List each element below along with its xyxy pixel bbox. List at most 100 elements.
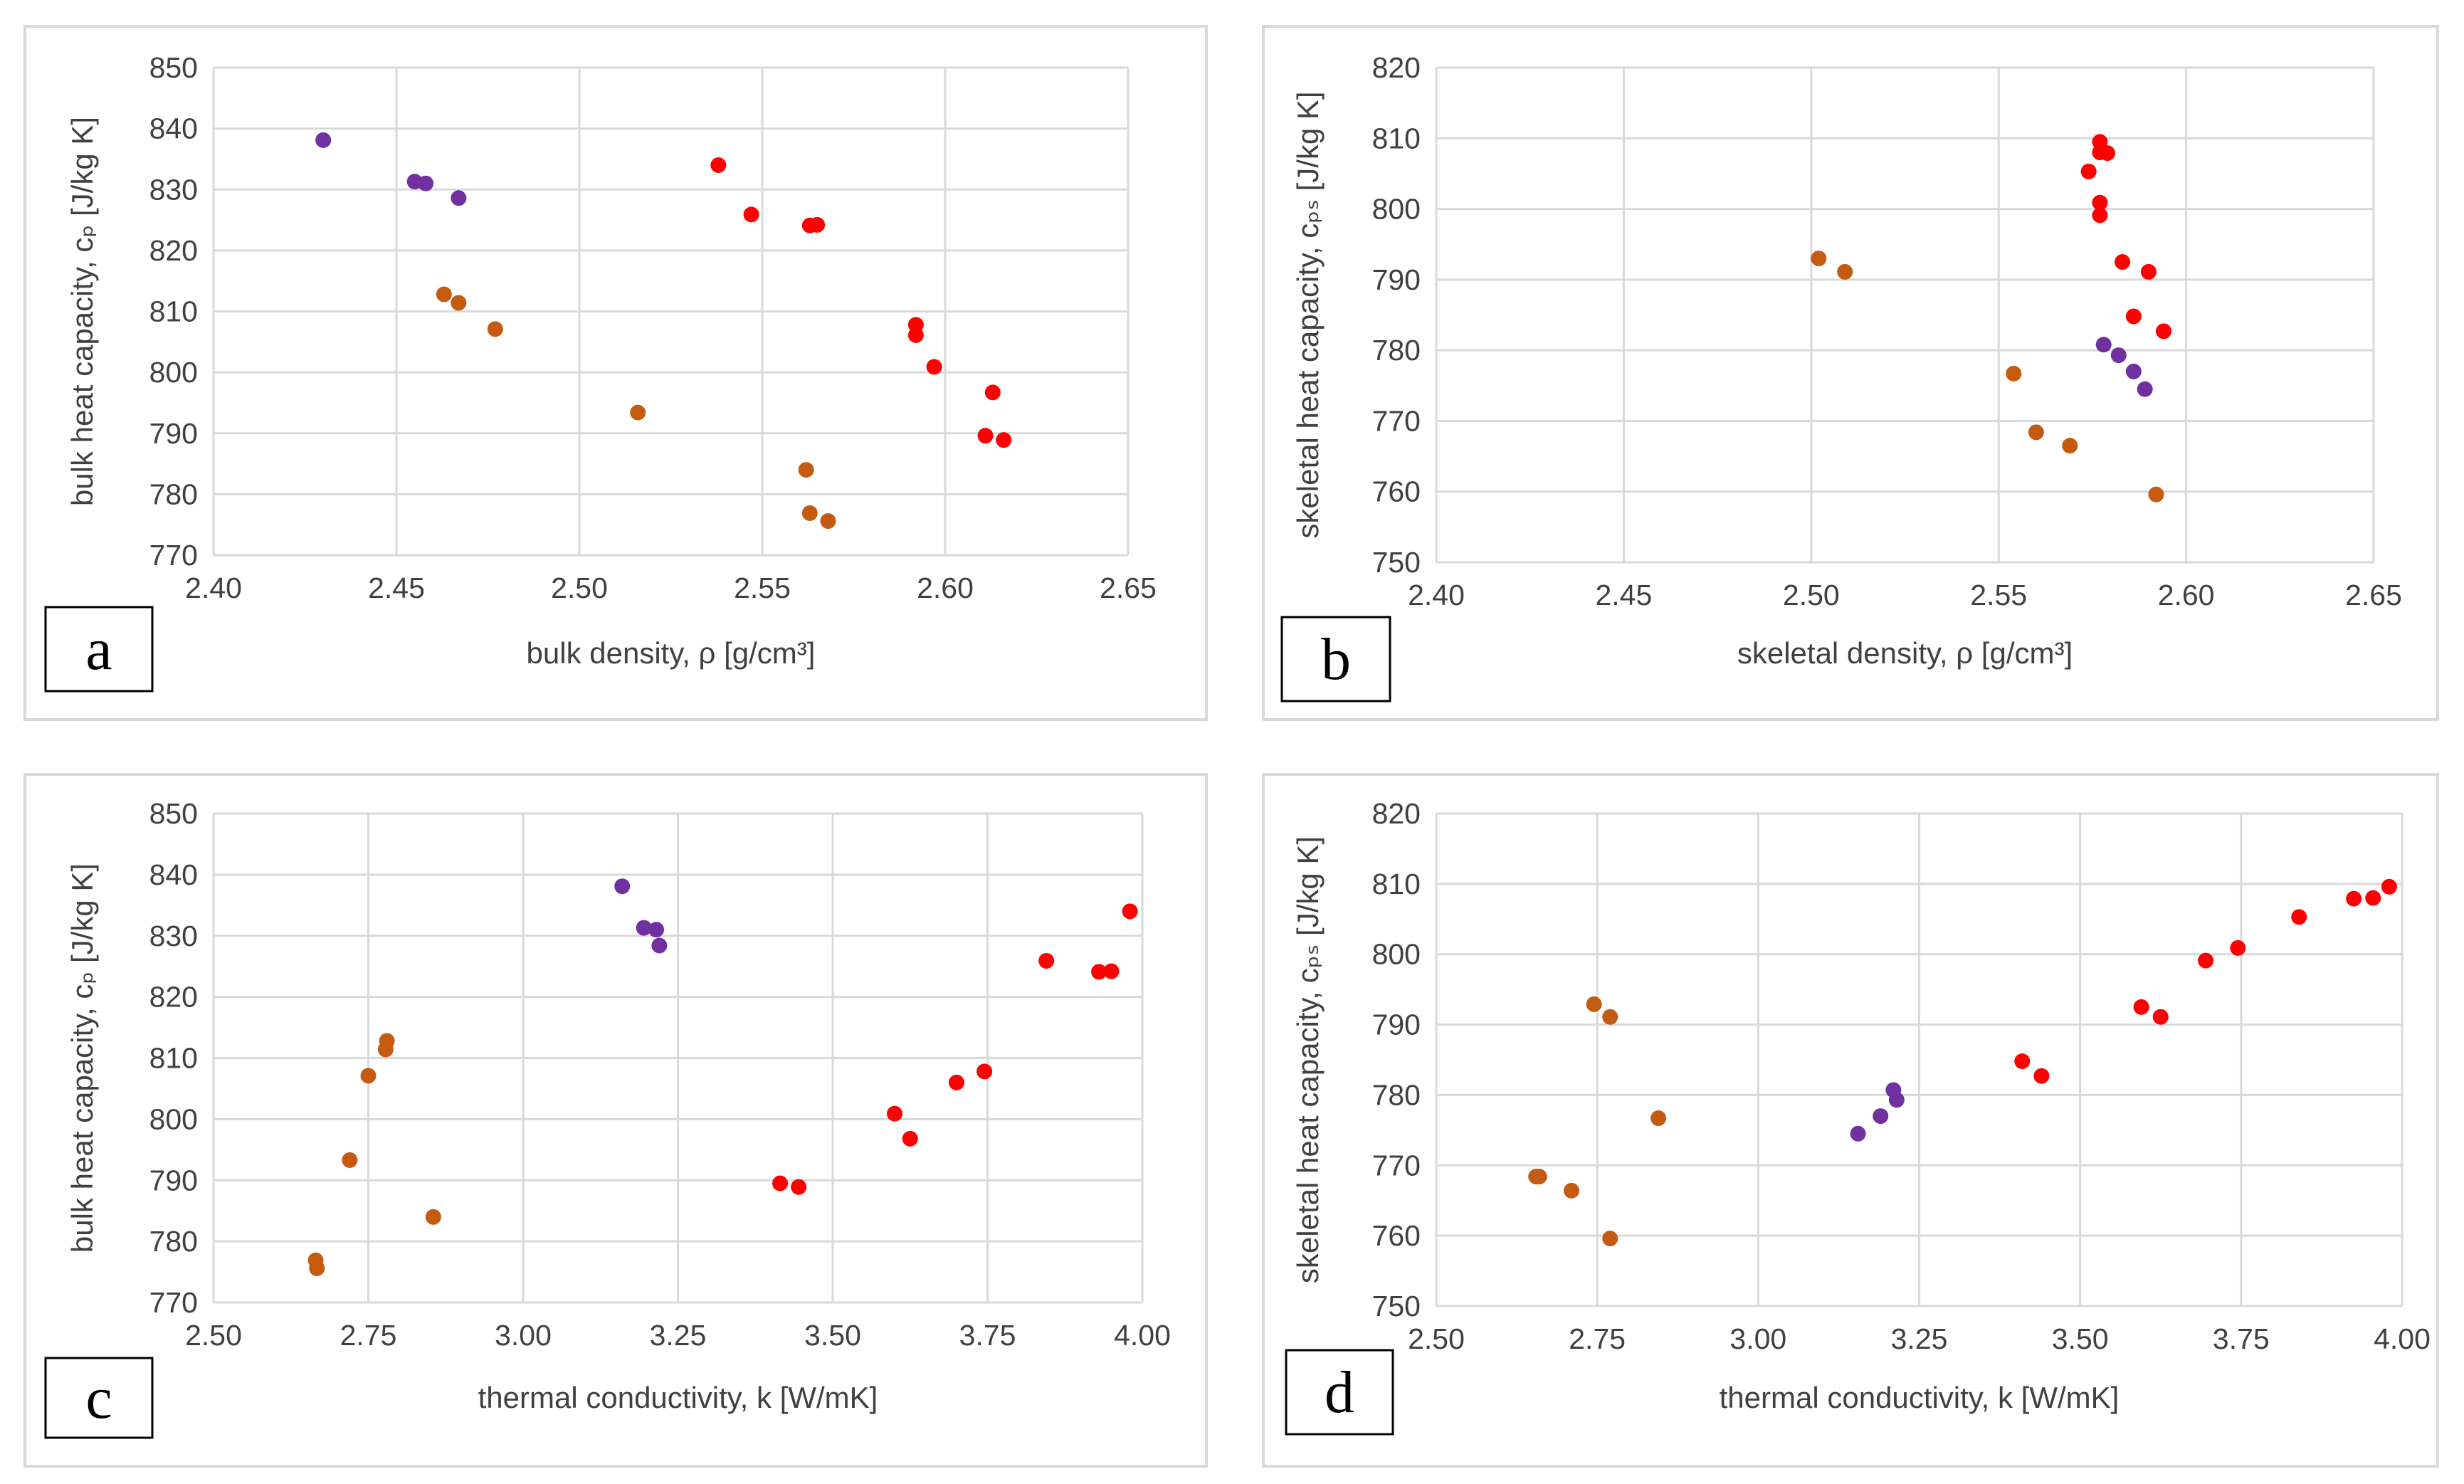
x-axis-label-d: thermal conductivity, k [W/mK] [1720, 1381, 2120, 1414]
data-point-b-orange-4 [2062, 438, 2078, 454]
chart-frame-d [1262, 773, 2439, 1468]
data-point-c-red-1 [1038, 952, 1055, 969]
data-point-c-red-9 [791, 1179, 807, 1195]
data-point-a-orange-0 [436, 286, 452, 302]
y-tick-label-d-6: 810 [1372, 868, 1421, 900]
x-tick-label-a-0: 2.40 [185, 572, 242, 604]
data-point-d-red-2 [2346, 890, 2362, 907]
data-point-b-red-2 [2099, 145, 2115, 162]
x-tick-label-b-2: 2.50 [1783, 579, 1840, 611]
data-point-c-red-8 [772, 1175, 789, 1191]
data-point-b-orange-5 [2148, 486, 2164, 502]
data-point-a-red-6 [926, 359, 942, 375]
y-tick-label-c-7: 840 [149, 858, 198, 891]
data-point-d-red-3 [2291, 909, 2307, 925]
data-point-d-purple-1 [1888, 1092, 1905, 1108]
data-point-d-red-8 [2014, 1053, 2031, 1069]
data-point-b-orange-0 [1811, 251, 1827, 267]
data-point-b-red-4 [2092, 194, 2108, 211]
x-tick-label-a-4: 2.60 [917, 572, 974, 604]
data-point-a-red-0 [710, 157, 727, 173]
y-tick-label-c-6: 830 [149, 920, 198, 952]
data-point-a-red-7 [984, 384, 1001, 401]
y-tick-label-d-7: 820 [1372, 797, 1421, 830]
x-tick-label-b-3: 2.55 [1970, 579, 2027, 611]
panel-label-b: b [1321, 626, 1351, 693]
data-point-a-purple-0 [315, 132, 332, 148]
x-tick-label-a-5: 2.65 [1100, 572, 1157, 604]
x-tick-label-b-4: 2.60 [2158, 579, 2215, 611]
data-point-d-orange-1 [1602, 1009, 1618, 1025]
data-point-c-purple-1 [636, 920, 652, 936]
x-tick-label-a-1: 2.45 [368, 572, 425, 604]
x-tick-label-d-5: 3.75 [2213, 1322, 2270, 1355]
y-tick-label-c-8: 850 [149, 797, 198, 830]
x-tick-label-a-3: 2.55 [734, 572, 791, 604]
x-tick-label-c-1: 2.75 [340, 1319, 397, 1352]
y-tick-label-d-0: 750 [1372, 1290, 1421, 1322]
data-point-d-purple-3 [1850, 1125, 1866, 1142]
x-tick-label-d-2: 3.00 [1729, 1322, 1786, 1355]
data-point-c-red-7 [902, 1130, 918, 1147]
y-tick-label-b-6: 810 [1372, 122, 1421, 154]
x-tick-label-b-5: 2.65 [2345, 579, 2402, 611]
data-point-d-red-4 [2230, 940, 2246, 956]
data-point-c-red-5 [949, 1074, 964, 1090]
data-point-a-orange-3 [630, 404, 646, 421]
chart-frame-c [23, 773, 1208, 1468]
data-point-c-orange-1 [377, 1041, 394, 1058]
y-tick-label-d-3: 780 [1372, 1078, 1421, 1111]
y-tick-label-b-1: 760 [1372, 475, 1421, 508]
data-point-d-purple-2 [1873, 1108, 1889, 1125]
chart-layer: 770 780 790 800 810 820 830 840 850 2.40 2.45 2.50 2… [44, 51, 2431, 1439]
data-point-a-orange-5 [801, 505, 818, 521]
data-point-a-red-1 [743, 206, 759, 223]
y-tick-label-c-2: 790 [149, 1164, 198, 1196]
panel-label-a: a [85, 616, 112, 683]
y-tick-label-c-0: 770 [149, 1286, 198, 1319]
x-tick-label-d-0: 2.50 [1408, 1322, 1465, 1355]
y-tick-label-b-0: 750 [1372, 546, 1421, 579]
data-point-b-red-9 [2155, 323, 2171, 340]
x-tick-label-b-0: 2.40 [1408, 579, 1465, 611]
data-point-d-red-0 [2381, 878, 2397, 895]
data-point-d-orange-4 [1531, 1169, 1547, 1185]
y-axis-label-c: bulk heat capacity, cₚ [J/kg K] [65, 863, 99, 1253]
y-tick-label-a-4: 810 [149, 295, 198, 328]
panel-label-c: c [85, 1365, 112, 1431]
data-point-d-orange-2 [1650, 1110, 1667, 1127]
data-point-b-red-7 [2140, 263, 2157, 280]
data-point-c-orange-6 [309, 1260, 325, 1276]
panel-label-box-b [1280, 616, 1391, 702]
y-tick-label-b-2: 770 [1372, 404, 1421, 437]
data-point-d-orange-5 [1563, 1182, 1579, 1199]
data-point-a-orange-2 [487, 321, 503, 337]
data-point-a-orange-4 [798, 462, 814, 478]
y-tick-label-b-5: 800 [1372, 193, 1421, 226]
data-point-a-purple-3 [451, 190, 467, 206]
data-point-a-orange-6 [820, 513, 836, 530]
x-axis-label-b: skeletal density, ρ [g/cm³] [1737, 636, 2073, 670]
y-tick-label-b-3: 780 [1372, 334, 1421, 367]
x-tick-label-c-4: 3.50 [804, 1319, 861, 1352]
x-tick-label-d-3: 3.25 [1891, 1322, 1948, 1355]
panel-label-box-c [44, 1357, 154, 1439]
y-tick-label-a-7: 840 [149, 112, 198, 145]
data-point-c-red-4 [976, 1063, 993, 1080]
x-tick-label-b-1: 2.45 [1595, 579, 1652, 611]
data-point-d-red-6 [2133, 999, 2149, 1015]
data-point-d-red-9 [2033, 1068, 2050, 1084]
x-tick-label-c-6: 4.00 [1114, 1319, 1171, 1352]
x-axis-label-a: bulk density, ρ [g/cm³] [527, 636, 816, 670]
data-point-c-purple-2 [648, 922, 665, 938]
y-tick-label-d-4: 790 [1372, 1009, 1421, 1041]
y-axis-label-d: skeletal heat capacity, cₚₛ [J/kg K] [1291, 836, 1325, 1283]
data-point-c-purple-3 [651, 937, 668, 954]
data-point-d-orange-0 [1586, 996, 1602, 1012]
data-point-c-orange-4 [425, 1209, 441, 1225]
data-point-c-red-6 [887, 1105, 902, 1122]
y-axis-label-b: skeletal heat capacity, cₚₛ [J/kg K] [1291, 91, 1325, 538]
panel-label-d: d [1325, 1359, 1354, 1426]
data-point-b-red-5 [2092, 207, 2108, 223]
x-axis-label-c: thermal conductivity, k [W/mK] [478, 1381, 878, 1414]
